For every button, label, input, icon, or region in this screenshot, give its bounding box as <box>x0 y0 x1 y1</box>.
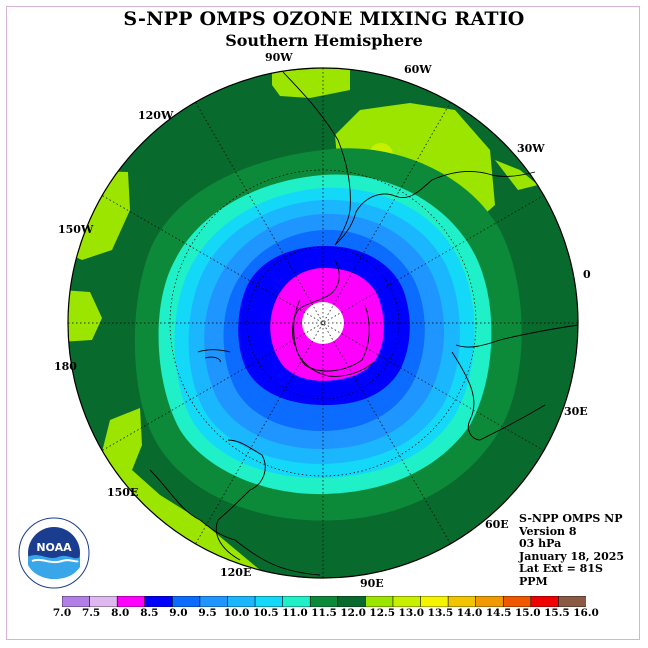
colorbar-swatch <box>89 596 118 607</box>
colorbar-swatch <box>116 596 146 607</box>
colorbar-swatch <box>420 596 449 607</box>
coastlines <box>149 71 579 576</box>
noaa-logo: NOAA <box>18 517 90 589</box>
figure-frame <box>6 6 640 640</box>
colorbar-swatch <box>530 596 560 607</box>
colorbar-swatch <box>199 596 229 607</box>
info-date: January 18, 2025 <box>519 549 625 563</box>
lon-label-120w: 120W <box>138 109 174 122</box>
colorbar-tick-label: 14.0 <box>456 607 483 619</box>
info-version: Version 8 <box>519 524 577 538</box>
colorbar-tick-label: 15.5 <box>544 607 570 619</box>
pole-missing-data <box>302 302 344 344</box>
info-level: 03 hPa <box>519 537 562 551</box>
colorbar-swatch <box>337 596 367 607</box>
colorbar-swatch <box>144 596 174 607</box>
colorbar-swatch <box>254 596 284 607</box>
coast-new-zealand <box>197 349 231 363</box>
colorbar-swatch <box>447 596 477 607</box>
logo-text: NOAA <box>36 541 72 554</box>
lon-label-150e: 150E <box>107 486 139 499</box>
latitude-circle-75 <box>246 246 400 400</box>
colorbar-swatch <box>502 596 532 607</box>
colorbar-tick-label: 11.0 <box>282 607 308 619</box>
colorbar-swatch <box>392 596 422 607</box>
colorbar-swatch <box>558 596 586 607</box>
coast-australia <box>215 439 266 561</box>
coast-africa <box>455 324 579 348</box>
lon-label-30w: 30W <box>517 142 545 155</box>
colorbar-tick-label: 12.5 <box>369 607 396 619</box>
colorbar-tick-label: 11.5 <box>311 607 337 619</box>
colorbar-tick-label: 10.0 <box>223 607 250 619</box>
colorbar-swatch <box>365 596 394 607</box>
coast-asia-south <box>149 469 321 576</box>
colorbar-tick-label: 12.0 <box>340 607 366 619</box>
map-outer-boundary <box>67 67 579 579</box>
figure-subtitle: Southern Hemisphere <box>225 31 423 50</box>
colorbar-swatch <box>475 596 505 607</box>
colorbar-tick-label: 7.5 <box>81 607 101 619</box>
colorbar-tick-label: 16.0 <box>573 607 599 619</box>
lon-label-180: 180 <box>54 360 77 373</box>
lon-label-90w: 90W <box>265 51 293 64</box>
colorbar-tick-label: 15.0 <box>514 607 541 619</box>
lon-label-120e: 120E <box>220 566 252 579</box>
colorbar-tick-label: 13.0 <box>398 607 425 619</box>
info-lat-ext: Lat Ext = 81S <box>519 562 603 576</box>
colorbar-swatch <box>309 596 339 607</box>
colorbar <box>62 596 586 607</box>
colorbar-swatch <box>62 596 91 607</box>
coast-antarctic-peninsula <box>291 259 375 377</box>
colorbar-tick-label: 8.0 <box>111 607 130 619</box>
meridian-30e-150w <box>102 195 544 451</box>
colorbar-swatch <box>172 596 201 607</box>
coast-antarctica <box>293 299 370 372</box>
ozone-high-patch-w <box>68 290 102 342</box>
colorbar-tick-label: 9.0 <box>169 607 188 619</box>
coast-africa-south <box>451 351 546 441</box>
figure-title: S-NPP OMPS OZONE MIXING RATIO <box>123 8 525 30</box>
colorbar-swatch <box>227 596 256 607</box>
meridian-60w-120e <box>195 102 451 544</box>
colorbar-swatch <box>282 596 312 607</box>
colorbar-tick-label: 10.5 <box>252 607 279 619</box>
ozone-high-patch-ne2 <box>495 160 538 190</box>
lon-label-60e: 60E <box>485 518 509 531</box>
info-block: S-NPP OMPS NP Version 8 03 hPa January 1… <box>519 512 625 589</box>
lon-label-150w: 150W <box>58 223 94 236</box>
meridian-30w-150e <box>102 195 544 451</box>
colorbar-tick-label: 13.5 <box>427 607 454 619</box>
lon-label-0: 0 <box>583 268 591 281</box>
info-instrument: S-NPP OMPS NP <box>519 512 623 525</box>
lon-label-90e: 90E <box>360 577 384 590</box>
colorbar-tick-label: 9.5 <box>198 607 217 619</box>
lon-label-60w: 60W <box>404 63 432 76</box>
meridian-60e-120w <box>195 102 451 544</box>
colorbar-tick-label: 8.5 <box>140 607 159 619</box>
ozone-high-patch-top <box>272 68 350 98</box>
colorbar-tick-label: 7.0 <box>52 607 72 619</box>
coast-south-america <box>282 71 536 246</box>
colorbar-tick-label: 14.5 <box>485 607 512 619</box>
lon-label-30e: 30E <box>564 405 588 418</box>
info-units: PPM <box>519 574 548 588</box>
